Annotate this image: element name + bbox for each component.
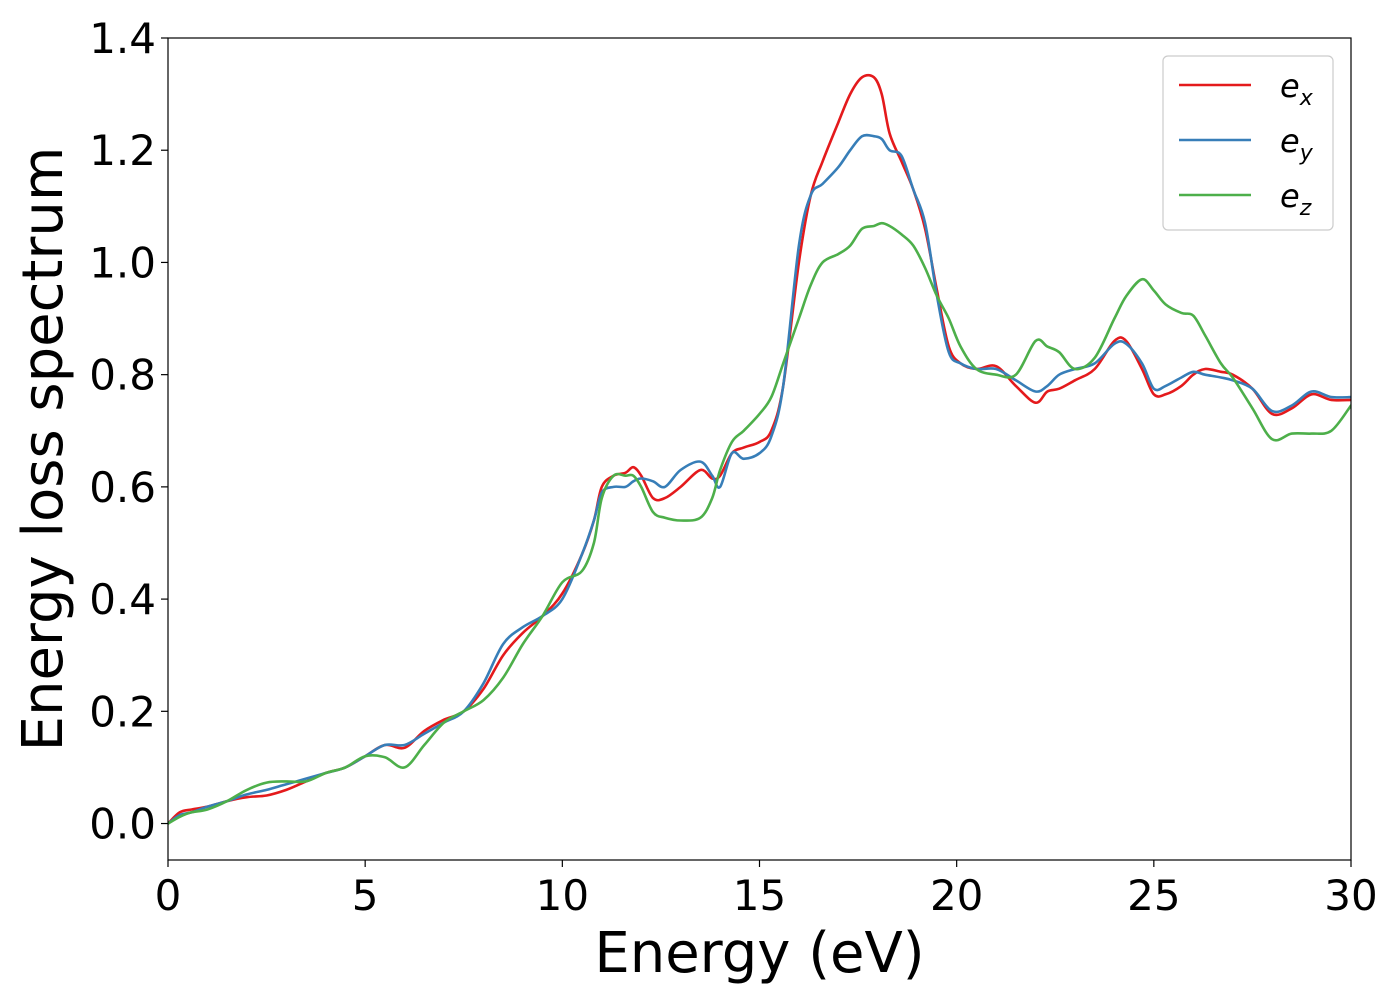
x-axis-ticks: 0 5 10 15 20 25 30 xyxy=(155,860,1378,920)
legend-label-subscript: x xyxy=(1299,86,1314,111)
legend-label-base: e xyxy=(1280,177,1300,215)
y-tick-label: 0.8 xyxy=(89,351,156,400)
legend-label-base: e xyxy=(1280,67,1300,105)
y-tick-label: 0.0 xyxy=(89,800,156,849)
y-tick-label: 0.6 xyxy=(89,463,156,512)
legend-label-subscript: z xyxy=(1299,196,1312,221)
x-tick-label: 30 xyxy=(1324,871,1377,920)
legend-label-z: ez xyxy=(1280,177,1312,221)
x-tick-label: 20 xyxy=(930,871,983,920)
y-axis-ticks: 0.0 0.2 0.4 0.6 0.8 1.0 1.2 1.4 xyxy=(89,14,168,849)
legend-label-y: ey xyxy=(1280,122,1314,166)
x-tick-label: 0 xyxy=(155,871,182,920)
y-tick-label: 0.4 xyxy=(89,575,156,624)
y-axis-label: Energy loss spectrum xyxy=(11,147,76,752)
x-tick-label: 15 xyxy=(733,871,786,920)
y-tick-label: 1.0 xyxy=(89,238,156,287)
legend-box xyxy=(1162,55,1334,231)
x-axis-label: Energy (eV) xyxy=(594,921,924,986)
y-tick-label: 1.4 xyxy=(89,14,156,63)
series-line-y xyxy=(168,133,1351,825)
y-tick-label: 1.2 xyxy=(89,126,156,175)
x-tick-label: 5 xyxy=(352,871,379,920)
y-tick-label: 0.2 xyxy=(89,687,156,736)
legend-label-subscript: y xyxy=(1299,141,1314,166)
legend-label-base: e xyxy=(1280,122,1300,160)
series-layer xyxy=(168,73,1351,825)
x-tick-label: 10 xyxy=(536,871,589,920)
x-tick-label: 25 xyxy=(1127,871,1180,920)
series-line-z xyxy=(168,221,1351,825)
legend-label-x: ex xyxy=(1280,67,1314,111)
